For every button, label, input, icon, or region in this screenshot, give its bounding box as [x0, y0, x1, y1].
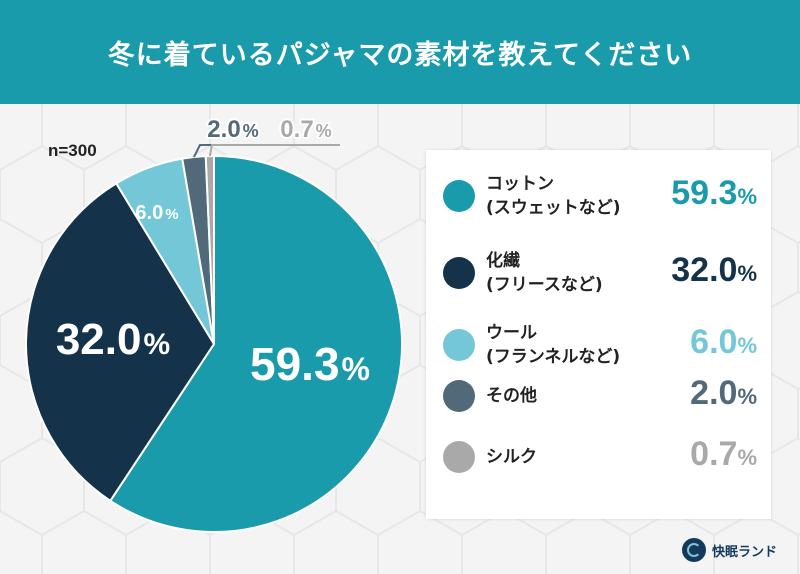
legend-swatch-synthetic [443, 257, 475, 289]
title-banner: 冬に着ているパジャマの素材を教えてください [0, 0, 800, 104]
legend-item-synthetic: 化繊 (フリースなど) 32.0% [426, 247, 771, 303]
legend-label-synthetic: 化繊 (フリースなど) [486, 251, 603, 295]
legend-value-silk: 0.7% [690, 435, 757, 473]
legend-value-cotton: 59.3% [671, 174, 757, 212]
legend-item-cotton: コットン (スウェットなど) 59.3% [426, 170, 771, 226]
legend-label-wool: ウール (フランネルなど) [486, 323, 621, 367]
pie-slice-synthetic [25, 182, 216, 503]
legend-item-silk: シルク 0.7% [426, 435, 771, 499]
chart-title: 冬に着ているパジャマの素材を教えてください [107, 39, 693, 71]
pie-label-synthetic: 32.0% [56, 315, 170, 364]
legend-swatch-cotton [443, 180, 475, 212]
legend-swatch-wool [443, 329, 475, 361]
pie-slice-cotton [108, 154, 403, 533]
legend-value-wool: 6.0% [690, 323, 757, 361]
pie-label-cotton: 59.3% [250, 338, 370, 390]
pie-slice-silk [204, 154, 215, 345]
legend-item-wool: ウール (フランネルなど) 6.0% [426, 319, 771, 375]
legend-swatch-other [443, 380, 475, 412]
brand-footer: 快眠ランド [682, 538, 777, 562]
legend-item-other: その他 2.0% [426, 374, 771, 438]
pie-label-silk: 0.7% [280, 116, 331, 143]
pajama-brand-logo-icon [682, 538, 706, 562]
pie-label-wool: 6.0% [135, 202, 178, 224]
legend-value-other: 2.0% [690, 374, 757, 412]
pie-label-other: 2.0% [207, 116, 258, 143]
legend-swatch-silk [443, 441, 475, 473]
brand-name: 快眠ランド [712, 544, 778, 560]
chart-legend: コットン (スウェットなど) 59.3% 化繊 (フリースなど) 32.0% ウール (フラン… [426, 150, 771, 519]
sample-size-label: n=300 [48, 141, 97, 160]
legend-label-silk: シルク [486, 447, 537, 467]
legend-value-synthetic: 32.0% [671, 251, 757, 289]
legend-label-cotton: コットン (スウェットなど) [486, 174, 621, 218]
legend-label-other: その他 [486, 386, 537, 406]
leader-line-silk [208, 144, 340, 157]
